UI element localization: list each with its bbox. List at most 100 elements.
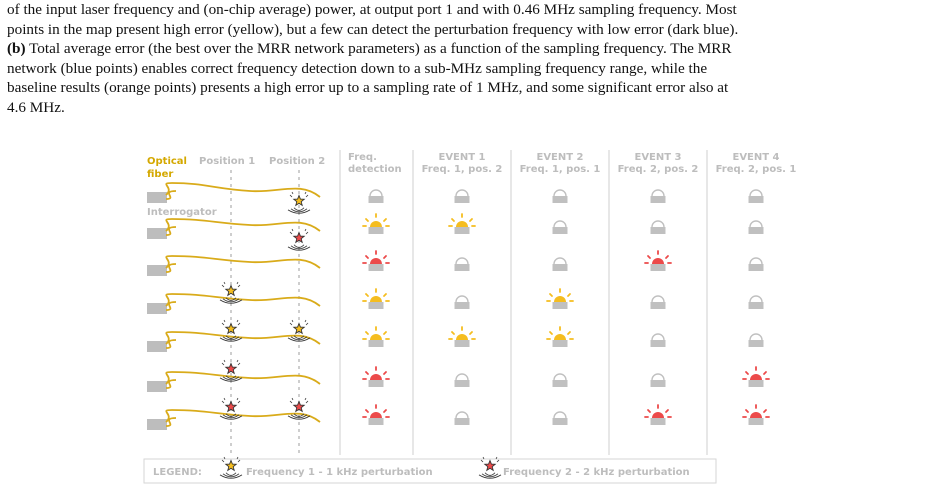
- optical-fiber-line: [165, 255, 321, 269]
- optical-fiber-line: [165, 409, 321, 423]
- perturbation-star-icon: [292, 400, 306, 413]
- detector-alarm-icon: [644, 250, 672, 271]
- detector-off-icon: [650, 333, 666, 347]
- detector-alarm-icon: [742, 366, 770, 387]
- legend-f1-icon: [219, 456, 243, 479]
- interrogator-box: [147, 192, 167, 203]
- detector-off-icon: [748, 333, 764, 347]
- detector-off-icon: [552, 220, 568, 234]
- event-header-subtitle: Freq. 1, pos. 1: [520, 164, 601, 175]
- detector-off-icon: [454, 295, 470, 309]
- interrogator-box: [147, 419, 167, 430]
- event-header-title: EVENT 2: [536, 152, 583, 163]
- interrogator-box: [147, 303, 167, 314]
- detector-off-icon: [552, 257, 568, 271]
- wave-icon: [290, 414, 308, 419]
- detector-off-icon: [650, 373, 666, 387]
- perturbation-star-icon: [224, 459, 238, 472]
- interrogator-box: [147, 265, 167, 276]
- detector-alarm-icon: [644, 404, 672, 425]
- wave-icon: [225, 335, 237, 339]
- wave-icon: [287, 209, 311, 214]
- wave-icon: [484, 472, 496, 476]
- wave-icon: [293, 207, 305, 211]
- event-row: [147, 397, 770, 430]
- event-row: [147, 319, 764, 352]
- detector-alarm-icon: [546, 288, 574, 309]
- detector-off-icon: [454, 373, 470, 387]
- detector-alarm-icon: [448, 326, 476, 347]
- caption-line: 4.6 MHz.: [7, 98, 65, 116]
- detector-off-icon: [552, 411, 568, 425]
- wave-icon: [219, 299, 243, 304]
- perturbation-star-icon: [224, 400, 238, 413]
- detector-alarm-icon: [448, 213, 476, 234]
- wave-icon: [219, 337, 243, 342]
- detector-alarm-icon: [362, 326, 390, 347]
- header-interrogator: Interrogator: [147, 207, 217, 218]
- detector-off-icon: [552, 373, 568, 387]
- wave-icon: [478, 474, 502, 479]
- caption-text: Total average error (the best over the M…: [25, 40, 732, 57]
- detector-alarm-icon: [742, 404, 770, 425]
- detector-off-icon: [454, 411, 470, 425]
- perturbation-star-icon: [224, 362, 238, 375]
- interrogator-box: [147, 341, 167, 352]
- wave-icon: [222, 473, 240, 478]
- header-optical-fiber-1: Optical: [147, 156, 187, 167]
- caption-line: points in the map present high error (ye…: [7, 20, 739, 38]
- wave-icon: [290, 245, 308, 250]
- header-position-2: Position 2: [269, 156, 325, 167]
- detector-off-icon: [748, 295, 764, 309]
- header-row: [147, 182, 764, 203]
- event-row: [147, 228, 764, 276]
- wave-icon: [481, 473, 499, 478]
- header-freq-detection-2: detection: [348, 164, 402, 175]
- detector-alarm-icon: [362, 213, 390, 234]
- event-header-subtitle: Freq. 2, pos. 2: [618, 164, 699, 175]
- detector-off-icon: [748, 257, 764, 271]
- wave-icon: [225, 297, 237, 301]
- perturbation-star-icon: [224, 284, 238, 297]
- legend-item-f2: Frequency 2 - 2 kHz perturbation: [503, 467, 690, 478]
- legend-item-f1: Frequency 1 - 1 kHz perturbation: [246, 467, 433, 478]
- detector-alarm-icon: [362, 366, 390, 387]
- legend-f2-icon: [478, 456, 502, 479]
- wave-icon: [293, 244, 305, 248]
- caption-label-b: (b): [7, 40, 26, 57]
- detector-off-icon: [552, 189, 568, 203]
- detector-off-icon: [748, 189, 764, 203]
- figure-caption: of the input laser frequency and (on-chi…: [7, 0, 945, 117]
- perturbation-star-icon: [224, 322, 238, 335]
- header-optical-fiber-2: fiber: [147, 169, 173, 180]
- wave-icon: [287, 246, 311, 251]
- interrogator-box: [147, 228, 167, 239]
- event-row: [147, 359, 770, 392]
- detector-off-icon: [650, 295, 666, 309]
- wave-icon: [219, 415, 243, 420]
- wave-icon: [219, 474, 243, 479]
- interrogator-box: [147, 381, 167, 392]
- event-header-title: EVENT 4: [732, 152, 779, 163]
- event-header-subtitle: Freq. 1, pos. 2: [422, 164, 503, 175]
- wave-icon: [290, 336, 308, 341]
- event-row: [147, 281, 764, 314]
- detector-off-icon: [454, 189, 470, 203]
- event-header-title: EVENT 3: [634, 152, 681, 163]
- event-header-subtitle: Freq. 2, pos. 1: [716, 164, 797, 175]
- optical-fiber-line: [165, 293, 321, 307]
- detector-alarm-icon: [362, 288, 390, 309]
- wave-icon: [225, 375, 237, 379]
- wave-icon: [287, 415, 311, 420]
- event-header-title: EVENT 1: [438, 152, 485, 163]
- wave-icon: [287, 337, 311, 342]
- caption-line: baseline results (orange points) present…: [7, 79, 729, 96]
- wave-icon: [225, 472, 237, 476]
- detector-alarm-icon: [362, 250, 390, 271]
- caption-line: of the input laser frequency and (on-chi…: [7, 1, 737, 18]
- detector-off-icon: [368, 189, 384, 203]
- perturbation-star-icon: [483, 459, 497, 472]
- legend-box: [143, 458, 717, 484]
- detector-off-icon: [748, 220, 764, 234]
